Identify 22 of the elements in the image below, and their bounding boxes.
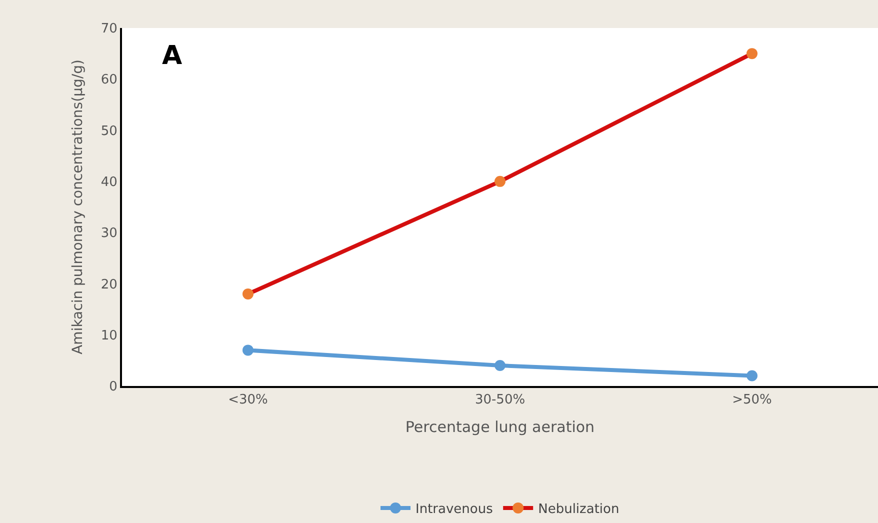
point <box>242 344 254 356</box>
x-tick-label: 30-50% <box>474 392 526 408</box>
x-axis-title: Percentage lung aeration <box>405 418 595 436</box>
y-tick-label: 0 <box>109 380 118 395</box>
point <box>242 288 254 300</box>
legend-label: Intravenous <box>416 502 494 518</box>
point <box>746 48 758 60</box>
y-tick-label: 40 <box>100 174 118 190</box>
y-tick-label: 30 <box>100 226 118 242</box>
point <box>746 370 758 382</box>
point <box>494 176 506 187</box>
x-tick-label: <30% <box>228 392 268 408</box>
y-axis-title: Amikacin pulmonary concentrations(µg/g) <box>70 60 86 354</box>
x-tick-label: >50% <box>732 392 772 408</box>
y-tick-label: 60 <box>100 72 118 88</box>
text: A <box>162 41 182 71</box>
y-tick-label: 20 <box>100 277 118 292</box>
legend-label: Nebulization <box>538 502 620 518</box>
y-tick-label: 10 <box>100 328 118 344</box>
y-tick-label: 50 <box>100 124 118 139</box>
point <box>494 360 506 372</box>
y-tick-label: 70 <box>100 22 118 37</box>
